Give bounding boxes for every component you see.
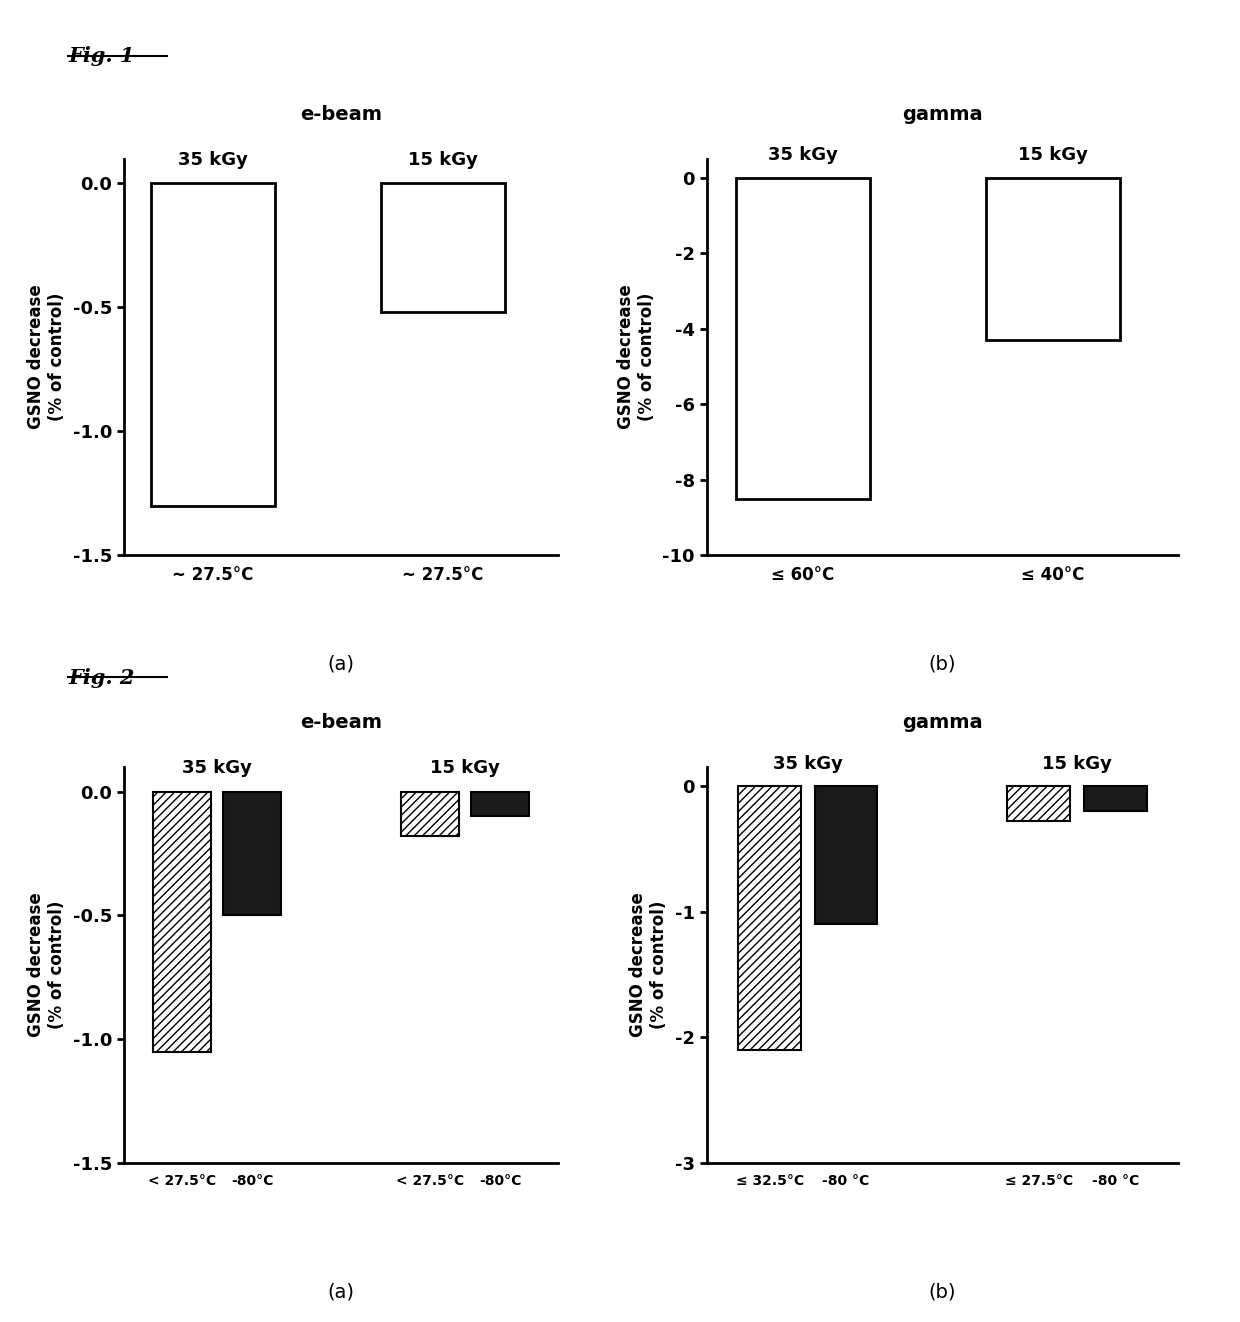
- Text: 15 kGy: 15 kGy: [430, 759, 500, 777]
- Text: < 27.5°C: < 27.5°C: [148, 1174, 216, 1188]
- Text: Fig. 1: Fig. 1: [68, 46, 135, 66]
- Y-axis label: GSNO decrease
(% of control): GSNO decrease (% of control): [27, 892, 66, 1038]
- Text: 15 kGy: 15 kGy: [1042, 755, 1112, 773]
- Bar: [1007, 785, 1070, 821]
- Bar: [815, 785, 878, 924]
- Y-axis label: GSNO decrease
(% of control): GSNO decrease (% of control): [629, 892, 668, 1038]
- Text: 15 kGy: 15 kGy: [408, 151, 477, 169]
- Text: -80°C: -80°C: [479, 1174, 521, 1188]
- Bar: [471, 792, 529, 816]
- Text: 15 kGy: 15 kGy: [1018, 147, 1087, 164]
- Text: ~ 27.5°C: ~ 27.5°C: [402, 566, 484, 584]
- Text: < 27.5°C: < 27.5°C: [396, 1174, 464, 1188]
- Title: gamma: gamma: [901, 104, 983, 124]
- Text: -80 °C: -80 °C: [822, 1174, 869, 1188]
- Title: e-beam: e-beam: [300, 713, 382, 732]
- Text: ≤ 40°C: ≤ 40°C: [1022, 566, 1085, 584]
- Bar: [153, 792, 211, 1052]
- Text: ≤ 27.5°C: ≤ 27.5°C: [1004, 1174, 1073, 1188]
- Bar: [401, 792, 459, 837]
- Title: gamma: gamma: [901, 713, 983, 732]
- Y-axis label: GSNO decrease
(% of control): GSNO decrease (% of control): [27, 284, 66, 430]
- Text: 35 kGy: 35 kGy: [182, 759, 252, 777]
- Bar: [381, 184, 505, 312]
- Bar: [223, 792, 281, 915]
- Text: Fig. 2: Fig. 2: [68, 668, 135, 687]
- Bar: [738, 785, 801, 1050]
- Text: ≤ 60°C: ≤ 60°C: [771, 566, 835, 584]
- Text: 35 kGy: 35 kGy: [177, 151, 248, 169]
- Text: ~ 27.5°C: ~ 27.5°C: [172, 566, 253, 584]
- Bar: [1084, 785, 1147, 810]
- Text: 35 kGy: 35 kGy: [768, 147, 838, 164]
- Text: -80 °C: -80 °C: [1091, 1174, 1138, 1188]
- Text: (a): (a): [327, 1282, 355, 1301]
- Y-axis label: GSNO decrease
(% of control): GSNO decrease (% of control): [616, 284, 656, 430]
- Text: (a): (a): [327, 654, 355, 673]
- Title: e-beam: e-beam: [300, 104, 382, 124]
- Text: ≤ 32.5°C: ≤ 32.5°C: [735, 1174, 804, 1188]
- Text: (b): (b): [929, 1282, 956, 1301]
- Bar: [150, 184, 274, 506]
- Text: (b): (b): [929, 654, 956, 673]
- Text: -80°C: -80°C: [231, 1174, 273, 1188]
- Text: 35 kGy: 35 kGy: [773, 755, 843, 773]
- Bar: [986, 177, 1120, 340]
- Bar: [735, 177, 870, 498]
